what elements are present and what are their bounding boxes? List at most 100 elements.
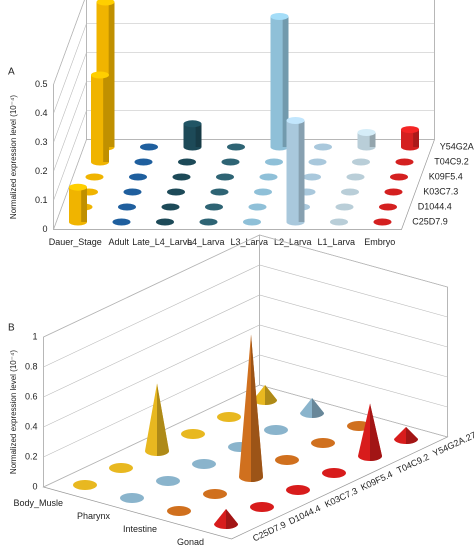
cylinder-shade [369,132,376,147]
data-mark [346,173,365,181]
disc [199,218,218,226]
z-tick-label: 0.5 [35,79,48,89]
disc [192,459,216,469]
cylinder-top [96,0,115,6]
z-tick-label: 1 [32,331,37,341]
disc [322,468,346,478]
disc [330,218,348,226]
data-mark [373,218,392,226]
disc [210,188,229,196]
disc [275,455,299,465]
disc [259,173,278,181]
data-mark [161,203,180,211]
data-mark [335,203,354,211]
disc [373,218,392,226]
disc [265,158,283,166]
cylinder-top [270,13,289,20]
disc [181,429,205,439]
data-mark [216,173,234,181]
grid-line [43,264,448,368]
disc [286,485,310,495]
data-mark [322,468,346,478]
category-label: Pharynx [77,511,111,521]
disc [129,173,147,181]
panel-label: A [8,67,15,78]
cone-shade [226,509,238,529]
back-wall [259,234,448,437]
category-label: Gonad [177,537,204,547]
data-mark [286,485,310,495]
series-label: Y54G2A.27 [440,141,474,151]
data-mark [270,13,289,151]
data-mark [214,509,238,529]
category-label: L3_Larva [230,237,268,247]
data-mark [358,403,382,461]
grid-line [53,81,435,172]
disc [178,158,196,166]
category-label: Intestine [123,524,157,534]
series-label: K09F5.4 [359,469,394,492]
cylinder-top [183,120,202,128]
disc [216,173,234,181]
disc [120,493,144,503]
data-mark [120,493,144,503]
data-mark [140,143,158,151]
disc [254,188,272,196]
data-mark [243,218,261,226]
grid-line [43,294,448,398]
disc [384,188,403,196]
disc [248,203,267,211]
disc [217,412,241,422]
data-mark [248,203,267,211]
disc [167,188,185,196]
disc [264,425,288,435]
cylinder-top [69,183,87,191]
category-label: Late_L4_Larva [132,237,192,247]
grid-line [53,110,435,201]
z-tick-label: 0 [42,224,47,234]
data-mark [167,188,185,196]
data-mark [395,158,414,166]
z-axis-title: Normalized expression level (10⁻⁴) [9,350,18,474]
panel-label: B [8,323,15,334]
data-mark [390,173,408,181]
cone-shade [265,385,277,405]
data-mark [181,429,205,439]
disc [308,158,327,166]
grid-line [53,52,435,143]
grid-line [43,324,448,428]
data-mark [221,158,240,166]
data-mark [264,425,288,435]
cylinder-shade [298,120,305,222]
cone-shade [370,403,382,461]
data-mark [183,120,202,151]
disc [390,173,408,181]
data-mark [167,506,191,516]
series-label: K09F5.4 [429,171,463,181]
data-mark [123,188,142,196]
category-label: L1_Larva [317,237,355,247]
series-label: T04C9.2 [395,452,431,476]
data-mark [401,126,419,151]
disc [311,438,335,448]
disc [112,218,131,226]
disc [221,158,240,166]
grid-line [43,234,448,338]
series-label: C25D7.9 [412,216,448,226]
data-mark [118,203,136,211]
data-mark [341,188,359,196]
data-mark [300,398,324,418]
z-tick-label: 0.3 [35,137,48,147]
back-wall [434,0,435,140]
category-label: L2_Larva [274,237,312,247]
data-mark [217,412,241,422]
series-label: D1044.4 [287,503,322,526]
cone-shade [406,427,418,444]
data-mark [199,218,218,226]
grid-line [53,0,85,85]
disc [123,188,142,196]
cylinder-shade [81,187,87,222]
cylinder-top [286,117,305,124]
cylinder-shade [195,123,202,147]
data-mark [265,158,283,166]
